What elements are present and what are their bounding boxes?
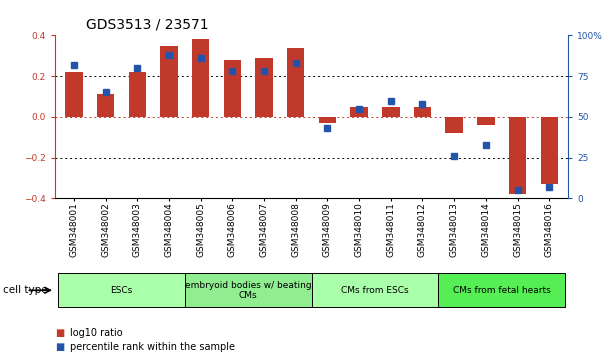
- Text: ■: ■: [55, 328, 64, 338]
- Bar: [414, 107, 431, 117]
- Text: ■: ■: [55, 342, 64, 352]
- Bar: [129, 72, 146, 117]
- Text: embryoid bodies w/ beating
CMs: embryoid bodies w/ beating CMs: [185, 281, 312, 300]
- Text: percentile rank within the sample: percentile rank within the sample: [70, 342, 235, 352]
- FancyBboxPatch shape: [312, 273, 438, 307]
- Text: ESCs: ESCs: [111, 286, 133, 295]
- Bar: [192, 40, 210, 117]
- Bar: [224, 60, 241, 117]
- Bar: [319, 117, 336, 123]
- FancyBboxPatch shape: [438, 273, 565, 307]
- Text: cell type: cell type: [3, 285, 48, 295]
- Text: log10 ratio: log10 ratio: [70, 328, 123, 338]
- Bar: [160, 46, 178, 117]
- FancyBboxPatch shape: [58, 273, 185, 307]
- Bar: [509, 117, 526, 194]
- Bar: [477, 117, 494, 125]
- FancyBboxPatch shape: [185, 273, 312, 307]
- Bar: [351, 107, 368, 117]
- Text: GDS3513 / 23571: GDS3513 / 23571: [86, 18, 208, 32]
- Text: CMs from fetal hearts: CMs from fetal hearts: [453, 286, 551, 295]
- Bar: [445, 117, 463, 133]
- Bar: [382, 107, 400, 117]
- Bar: [65, 72, 82, 117]
- Text: CMs from ESCs: CMs from ESCs: [341, 286, 409, 295]
- Bar: [287, 47, 304, 117]
- Bar: [255, 58, 273, 117]
- Bar: [541, 117, 558, 184]
- Bar: [97, 95, 114, 117]
